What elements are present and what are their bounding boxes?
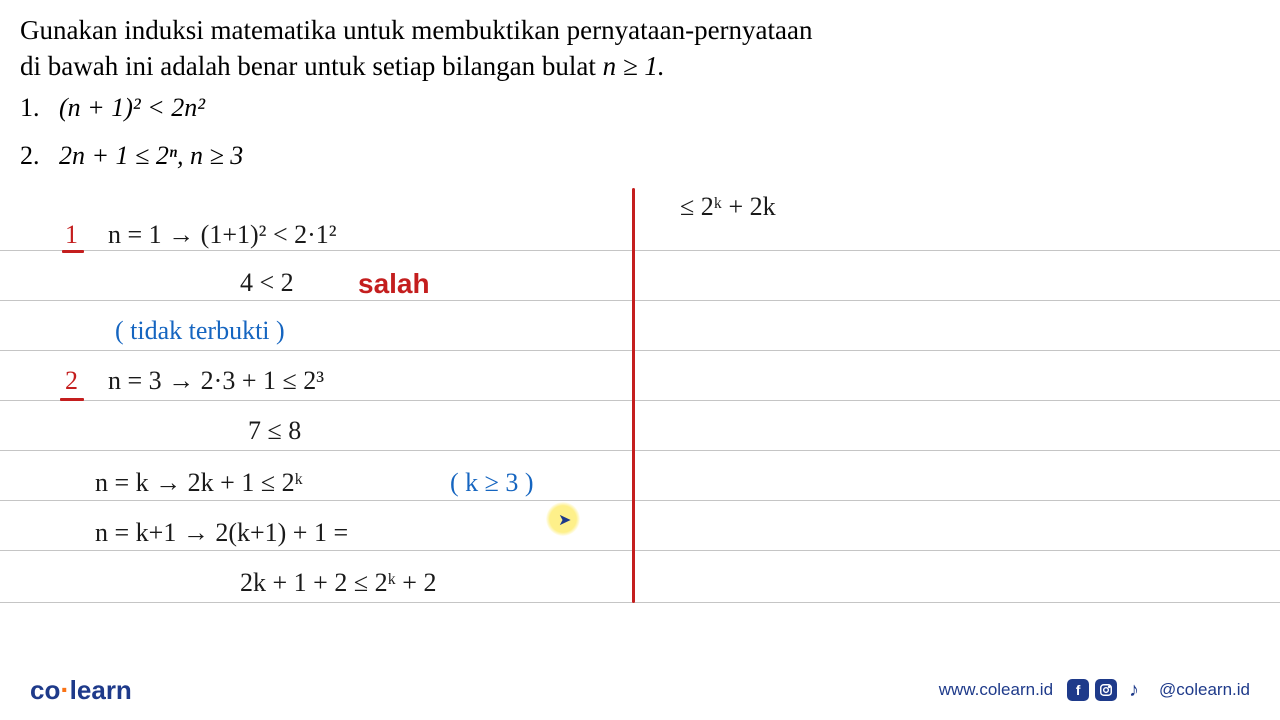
ruled-line: [0, 500, 1280, 501]
step1-number: 1: [65, 220, 78, 250]
footer-url: www.colearn.id: [939, 680, 1053, 700]
instagram-icon: [1095, 679, 1117, 701]
ruled-line: [0, 250, 1280, 251]
logo: co·learn: [30, 674, 132, 706]
header-2b: setiap bilangan bulat: [366, 51, 603, 81]
logo-learn: learn: [70, 675, 132, 705]
facebook-icon: f: [1067, 679, 1089, 701]
ruled-line: [0, 550, 1280, 551]
ruled-line: [0, 300, 1280, 301]
footer: co·learn www.colearn.id f ♪ @colearn.id: [0, 660, 1280, 720]
problem-2: 2. 2n + 1 ≤ 2ⁿ, n ≥ 3: [20, 141, 1260, 171]
logo-co: co: [30, 675, 60, 705]
ruled-line: [0, 400, 1280, 401]
step2-line-a: n = 3 → 2·3 + 1 ≤ 2³: [108, 366, 324, 396]
step2-line-e: 2k + 1 + 2 ≤ 2ᵏ + 2: [240, 568, 436, 598]
vertical-divider: [632, 188, 635, 603]
problem-1-text: (n + 1)² < 2n²: [59, 93, 205, 122]
work-area: ≤ 2ᵏ + 2k 1 n = 1 → (1+1)² < 2·1² 4 < 2 …: [0, 220, 1280, 620]
step1-line-b: 4 < 2: [240, 268, 294, 298]
step2-line-d: n = k+1 → 2(k+1) + 1 =: [95, 518, 348, 548]
step1-note: ( tidak terbukti ): [115, 316, 285, 346]
problem-2-num: 2.: [20, 141, 40, 170]
work-right-top: ≤ 2ᵏ + 2k: [680, 192, 776, 222]
step2-number: 2: [65, 366, 78, 396]
step2-line-c: n = k → 2k + 1 ≤ 2ᵏ: [95, 468, 303, 498]
step2-c-note: ( k ≥ 3 ): [450, 468, 534, 498]
header-line-1: Gunakan induksi matematika untuk membukt…: [20, 12, 1260, 48]
logo-dot-icon: ·: [60, 674, 69, 705]
step2-line-b: 7 ≤ 8: [248, 416, 301, 446]
ruled-line: [0, 350, 1280, 351]
step1-salah: salah: [358, 268, 430, 300]
ruled-line: [0, 450, 1280, 451]
header-2c: n ≥ 1.: [603, 51, 665, 81]
footer-right: www.colearn.id f ♪ @colearn.id: [939, 679, 1250, 701]
problem-1-num: 1.: [20, 93, 40, 122]
tiktok-icon: ♪: [1123, 679, 1145, 701]
step1-underline: [62, 250, 84, 253]
cursor-icon: ➤: [558, 510, 571, 530]
header-line-2: di bawah ini adalah benar untuk setiap b…: [20, 48, 1260, 84]
footer-handle: @colearn.id: [1159, 680, 1250, 700]
step1-line-a: n = 1 → (1+1)² < 2·1²: [108, 220, 337, 250]
problem-1: 1. (n + 1)² < 2n²: [20, 93, 1260, 123]
problem-2-text: 2n + 1 ≤ 2ⁿ, n ≥ 3: [59, 141, 243, 170]
ruled-line: [0, 602, 1280, 603]
header-2a: di bawah ini adalah benar untuk: [20, 51, 366, 81]
step2-underline: [60, 398, 84, 401]
social-icons: f ♪: [1067, 679, 1145, 701]
